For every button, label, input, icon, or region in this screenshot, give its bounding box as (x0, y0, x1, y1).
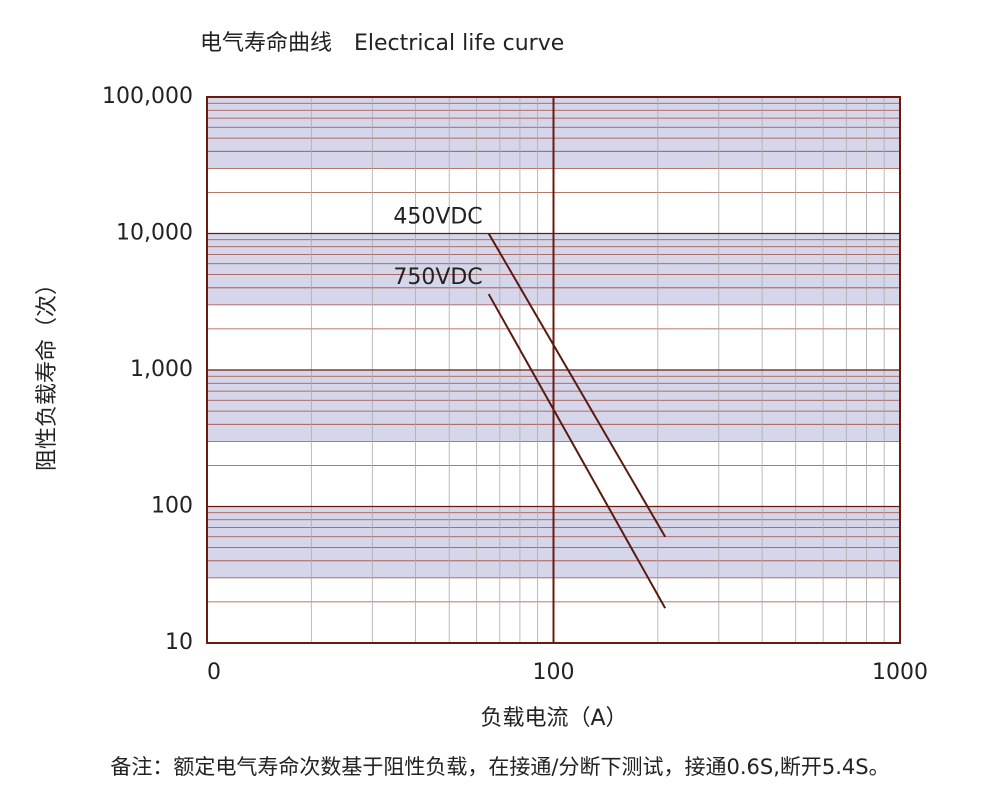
note: 备注：额定电气寿命次数基于阻性负载，在接通/分断下测试，接通0.6S,断开5.4… (110, 755, 889, 779)
series-line (487, 293, 667, 609)
plot-frame (206, 96, 901, 644)
x-tick-label: 0 (207, 660, 221, 685)
y-tick-label: 100 (151, 494, 193, 519)
series-label: 750VDC (393, 265, 482, 290)
chart-title: 电气寿命曲线 Electrical life curve (200, 31, 564, 56)
series-line (487, 232, 667, 538)
series-label: 450VDC (393, 205, 482, 230)
y-tick-label: 10 (165, 630, 193, 655)
y-axis-label: 阻性负载寿命（次） (35, 273, 60, 471)
x-tick-label: 1000 (872, 660, 928, 685)
y-tick-label: 1,000 (130, 357, 193, 382)
x-axis-label: 负载电流（A） (480, 706, 627, 731)
x-tick-label: 100 (533, 660, 575, 685)
y-tick-label: 10,000 (116, 221, 193, 246)
y-tick-label: 100,000 (102, 84, 193, 109)
